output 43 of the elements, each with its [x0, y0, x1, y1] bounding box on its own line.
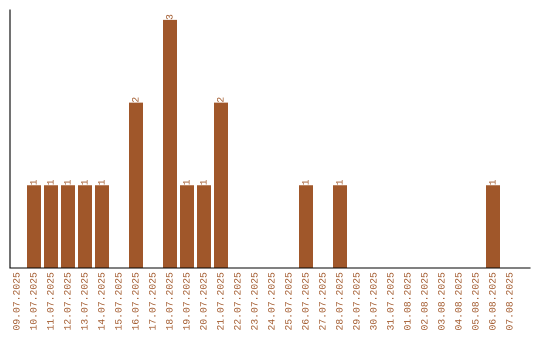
x-tick-label: 02.08.2025: [421, 272, 428, 330]
data-label: 2: [217, 97, 224, 102]
x-tick-label: 28.07.2025: [336, 272, 343, 330]
x-tick-label: 29.07.2025: [353, 272, 360, 330]
x-tick-label: 05.08.2025: [472, 272, 479, 330]
x-tick-label: 13.07.2025: [81, 272, 88, 330]
x-tick-label: 12.07.2025: [64, 272, 71, 330]
data-label: 1: [64, 180, 71, 185]
x-tick-label: 06.08.2025: [489, 272, 496, 330]
data-label: 1: [30, 180, 37, 185]
data-label: 1: [200, 180, 207, 185]
x-tick-label: 17.07.2025: [149, 272, 156, 330]
data-label: 2: [132, 97, 139, 102]
x-tick-label: 22.07.2025: [234, 272, 241, 330]
x-tick-label: 01.08.2025: [404, 272, 411, 330]
x-tick-label: 20.07.2025: [200, 272, 207, 330]
x-tick-label: 31.07.2025: [387, 272, 394, 330]
x-tick-label: 07.08.2025: [506, 272, 513, 330]
x-tick-label: 10.07.2025: [30, 272, 37, 330]
data-label: 1: [81, 180, 88, 185]
x-tick-label: 16.07.2025: [132, 272, 139, 330]
data-label: 1: [489, 180, 496, 185]
x-tick-label: 15.07.2025: [115, 272, 122, 330]
x-tick-label: 30.07.2025: [370, 272, 377, 330]
x-tick-label: 27.07.2025: [319, 272, 326, 330]
x-tick-label: 23.07.2025: [251, 272, 258, 330]
x-tick-label: 21.07.2025: [217, 272, 224, 330]
data-label: 1: [183, 180, 190, 185]
data-label: 1: [98, 180, 105, 185]
x-tick-label: 19.07.2025: [183, 272, 190, 330]
x-tick-label: 04.08.2025: [455, 272, 462, 330]
data-label: 1: [47, 180, 54, 185]
data-label: 3: [166, 14, 173, 20]
x-tick-label: 14.07.2025: [98, 272, 105, 330]
x-tick-label: 11.07.2025: [47, 272, 54, 330]
x-tick-label: 26.07.2025: [302, 272, 309, 330]
x-tick-label: 03.08.2025: [438, 272, 445, 330]
x-tick-label: 24.07.2025: [268, 272, 275, 330]
x-tick-label: 18.07.2025: [166, 272, 173, 330]
data-label: 1: [302, 180, 309, 185]
data-label: 1: [336, 180, 343, 185]
x-tick-label: 25.07.2025: [285, 272, 292, 330]
x-tick-label: 09.07.2025: [13, 272, 20, 330]
